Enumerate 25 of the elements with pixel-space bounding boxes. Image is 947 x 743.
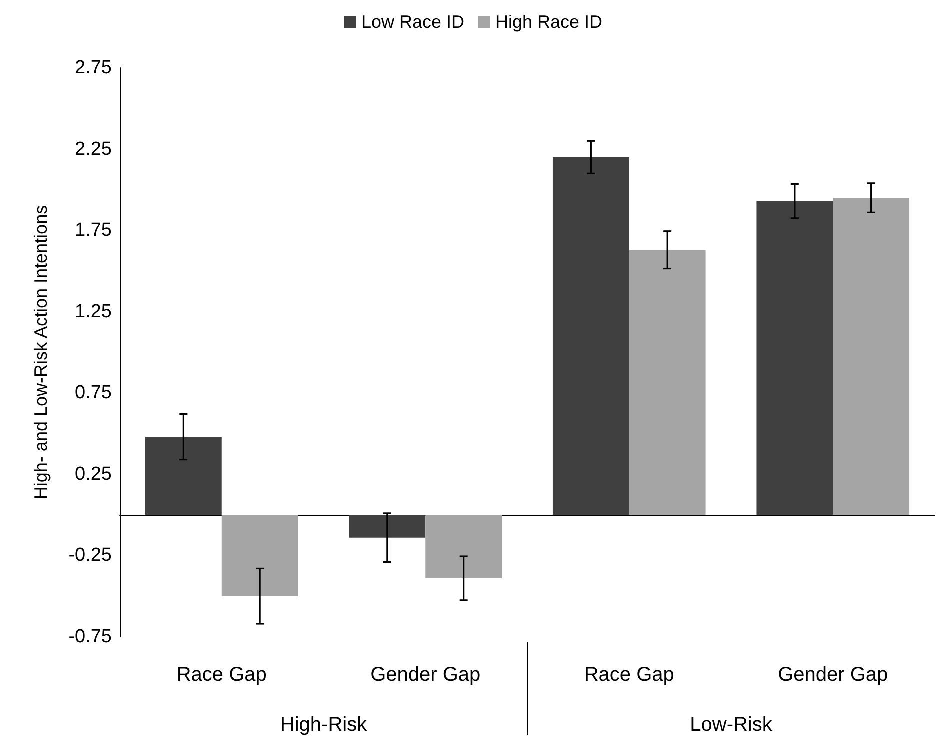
legend-label: Low Race ID xyxy=(361,12,465,32)
text: Low-Risk xyxy=(690,714,774,736)
y-tick-label: -0.75 xyxy=(68,626,112,648)
y-tick-label: 2.25 xyxy=(75,138,112,160)
bar xyxy=(222,515,298,596)
y-tick-label: 0.25 xyxy=(75,464,112,485)
x-tick-label: Gender Gap xyxy=(778,664,888,686)
bar xyxy=(349,515,426,538)
legend-label: High Race ID xyxy=(496,12,603,32)
bar xyxy=(756,201,834,516)
x-tick-label: Race Gap xyxy=(176,664,267,686)
bar xyxy=(833,198,910,516)
y-tick-label: 2.75 xyxy=(75,58,112,78)
y-tick-label: 1.75 xyxy=(75,220,112,242)
x-tick-label: Race Gap xyxy=(584,664,674,686)
y-tick-label: -0.25 xyxy=(68,545,112,566)
bar xyxy=(629,250,706,516)
bar xyxy=(552,157,630,516)
y-tick-label: 0.75 xyxy=(75,382,112,404)
x-tick-label: Gender Gap xyxy=(370,664,481,686)
y-tick-label: 1.25 xyxy=(75,301,112,322)
bar xyxy=(145,437,222,516)
bar xyxy=(426,515,502,578)
y-axis-title: High- and Low-Risk Action Intentions xyxy=(31,205,51,500)
text: High-Risk xyxy=(280,714,368,736)
